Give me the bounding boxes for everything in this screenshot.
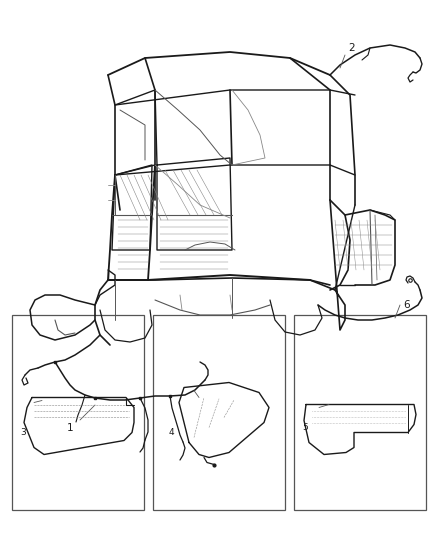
Bar bbox=[294, 315, 426, 510]
Bar bbox=[12, 315, 144, 510]
Text: 4: 4 bbox=[169, 428, 175, 437]
Text: 6: 6 bbox=[403, 300, 410, 310]
Text: 3: 3 bbox=[20, 428, 26, 437]
Text: 5: 5 bbox=[302, 423, 308, 432]
Bar bbox=[153, 315, 285, 510]
Text: 2: 2 bbox=[348, 43, 355, 53]
Text: 1: 1 bbox=[67, 423, 74, 433]
